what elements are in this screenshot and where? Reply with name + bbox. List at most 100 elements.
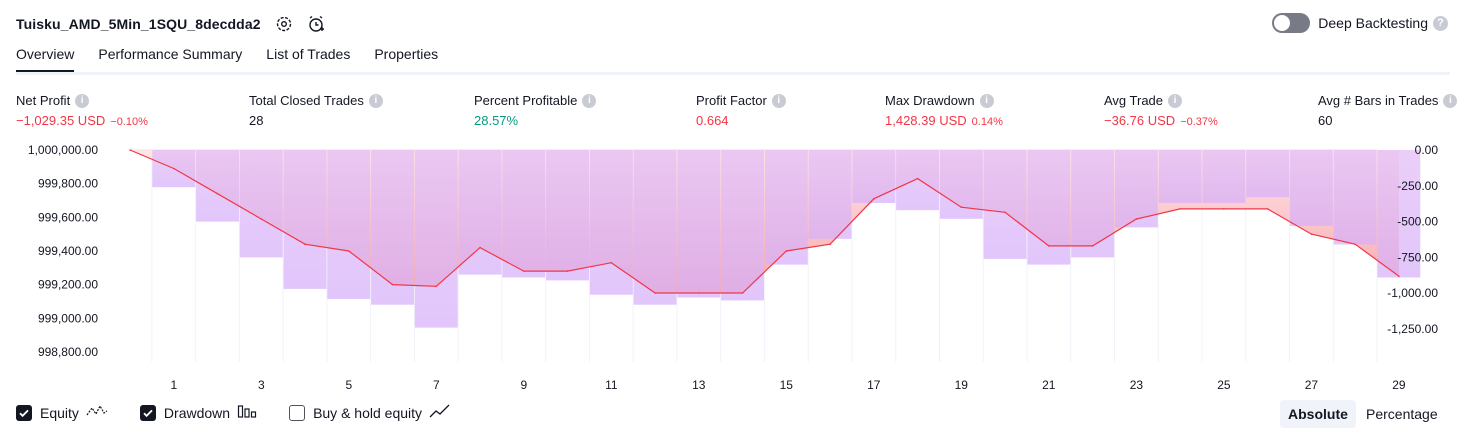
metric-profit-factor: Profit Factor i 0.664 bbox=[696, 93, 786, 128]
x-axis-tick-label: 7 bbox=[433, 378, 440, 392]
strategy-name: Tuisku_AMD_5Min_1SQU_8decdda2 bbox=[16, 16, 261, 32]
metric-label: Percent Profitable bbox=[474, 93, 577, 108]
metric-label: Net Profit bbox=[16, 93, 70, 108]
metric-value: −1,029.35 USD bbox=[16, 113, 105, 128]
right-axis-tick-label: -1,250.00 bbox=[1387, 322, 1438, 336]
trend-line-icon bbox=[429, 403, 451, 422]
metric-avg-bars-in-trades: Avg # Bars in Trades i 60 bbox=[1318, 93, 1457, 128]
equity-point bbox=[348, 250, 350, 252]
metric-value: 60 bbox=[1318, 113, 1332, 128]
equity-point bbox=[1267, 208, 1269, 210]
metric-net-profit: Net Profit i −1,029.35 USD −0.10% bbox=[16, 93, 148, 128]
bar-chart-icon bbox=[237, 403, 257, 422]
info-icon[interactable]: i bbox=[582, 94, 596, 108]
equity-point bbox=[1092, 245, 1094, 247]
drawdown-bar bbox=[502, 150, 545, 278]
drawdown-bar bbox=[1159, 150, 1202, 203]
equity-point bbox=[654, 292, 656, 294]
x-axis-tick-label: 9 bbox=[520, 378, 527, 392]
drawdown-bar bbox=[634, 150, 677, 305]
equity-point bbox=[698, 292, 700, 294]
left-axis-tick-label: 999,400.00 bbox=[38, 244, 98, 258]
tab-properties[interactable]: Properties bbox=[374, 46, 438, 72]
info-icon[interactable]: i bbox=[75, 94, 89, 108]
right-axis-tick-label: -250.00 bbox=[1397, 179, 1438, 193]
metric-label: Max Drawdown bbox=[885, 93, 975, 108]
drawdown-bar bbox=[852, 150, 895, 203]
equity-point bbox=[1398, 275, 1400, 277]
deep-backtesting-toggle[interactable] bbox=[1272, 13, 1310, 33]
x-axis-tick-label: 5 bbox=[345, 378, 352, 392]
gear-icon[interactable] bbox=[275, 15, 293, 33]
x-axis-tick-label: 23 bbox=[1130, 378, 1144, 392]
metric-avg-trade: Avg Trade i −36.76 USD −0.37% bbox=[1104, 93, 1218, 128]
drawdown-bar bbox=[1202, 150, 1245, 203]
right-axis-tick-label: -750.00 bbox=[1397, 250, 1438, 264]
equity-point bbox=[567, 270, 569, 272]
equity-point bbox=[829, 243, 831, 245]
info-icon[interactable]: i bbox=[1168, 94, 1182, 108]
x-axis-tick-label: 19 bbox=[955, 378, 969, 392]
drawdown-bar bbox=[371, 150, 414, 305]
drawdown-bar bbox=[1027, 150, 1070, 265]
x-axis-tick-label: 27 bbox=[1305, 378, 1319, 392]
absolute-mode-button[interactable]: Absolute bbox=[1280, 400, 1356, 428]
equity-point bbox=[1223, 208, 1225, 210]
equity-checkbox[interactable] bbox=[16, 405, 32, 421]
equity-point bbox=[611, 262, 613, 264]
equity-line-icon bbox=[86, 403, 108, 422]
x-axis-tick-label: 15 bbox=[780, 378, 794, 392]
equity-point bbox=[436, 286, 438, 288]
help-icon[interactable]: ? bbox=[1433, 16, 1448, 31]
drawdown-bar bbox=[1071, 150, 1114, 257]
buy-hold-checkbox[interactable] bbox=[289, 405, 305, 421]
equity-point bbox=[261, 218, 263, 220]
drawdown-bar bbox=[1246, 150, 1289, 197]
metric-value: 0.664 bbox=[696, 113, 729, 128]
metric-sub-value: 0.14% bbox=[972, 116, 1003, 128]
equity-point bbox=[217, 193, 219, 195]
drawdown-bar bbox=[415, 150, 458, 328]
left-axis-tick-label: 999,200.00 bbox=[38, 278, 98, 292]
tab-performance-summary[interactable]: Performance Summary bbox=[98, 46, 242, 72]
left-axis-tick-label: 999,600.00 bbox=[38, 210, 98, 224]
legend-drawdown[interactable]: Drawdown bbox=[140, 403, 257, 422]
alarm-clock-add-icon[interactable] bbox=[307, 15, 325, 33]
info-icon[interactable]: i bbox=[1443, 94, 1457, 108]
drawdown-checkbox[interactable] bbox=[140, 405, 156, 421]
drawdown-bar bbox=[1334, 150, 1377, 245]
drawdown-bar bbox=[809, 150, 852, 239]
drawdown-bar bbox=[546, 150, 589, 280]
legend-buy-hold[interactable]: Buy & hold equity bbox=[289, 403, 451, 422]
x-axis-tick-label: 1 bbox=[170, 378, 177, 392]
equity-point bbox=[523, 270, 525, 272]
drawdown-bar bbox=[1290, 150, 1333, 226]
equity-label: Equity bbox=[40, 405, 79, 421]
drawdown-bar bbox=[284, 150, 327, 289]
drawdown-bar bbox=[896, 150, 939, 210]
percentage-mode-button[interactable]: Percentage bbox=[1358, 400, 1446, 428]
equity-point bbox=[1048, 245, 1050, 247]
equity-point bbox=[479, 247, 481, 249]
legend-equity[interactable]: Equity bbox=[16, 403, 108, 422]
chart-legend: Equity Drawdown Buy & hold equity bbox=[16, 403, 483, 422]
tab-list-of-trades[interactable]: List of Trades bbox=[266, 46, 350, 72]
metric-value: 28 bbox=[249, 113, 263, 128]
right-axis-tick-label: -1,000.00 bbox=[1387, 286, 1438, 300]
equity-point bbox=[786, 250, 788, 252]
x-axis-tick-label: 3 bbox=[258, 378, 265, 392]
drawdown-bar bbox=[677, 150, 720, 298]
info-icon[interactable]: i bbox=[369, 94, 383, 108]
info-icon[interactable]: i bbox=[980, 94, 994, 108]
metric-sub-value: −0.10% bbox=[110, 116, 148, 128]
metric-value: 28.57% bbox=[474, 113, 518, 128]
x-axis-tick-label: 29 bbox=[1392, 378, 1406, 392]
equity-point bbox=[173, 168, 175, 170]
metric-value: 1,428.39 USD bbox=[885, 113, 967, 128]
metric-max-drawdown: Max Drawdown i 1,428.39 USD 0.14% bbox=[885, 93, 1003, 128]
tab-overview[interactable]: Overview bbox=[16, 46, 74, 72]
metric-sub-value: −0.37% bbox=[1180, 116, 1218, 128]
drawdown-bar bbox=[327, 150, 370, 299]
info-icon[interactable]: i bbox=[772, 94, 786, 108]
metric-label: Avg Trade bbox=[1104, 93, 1163, 108]
